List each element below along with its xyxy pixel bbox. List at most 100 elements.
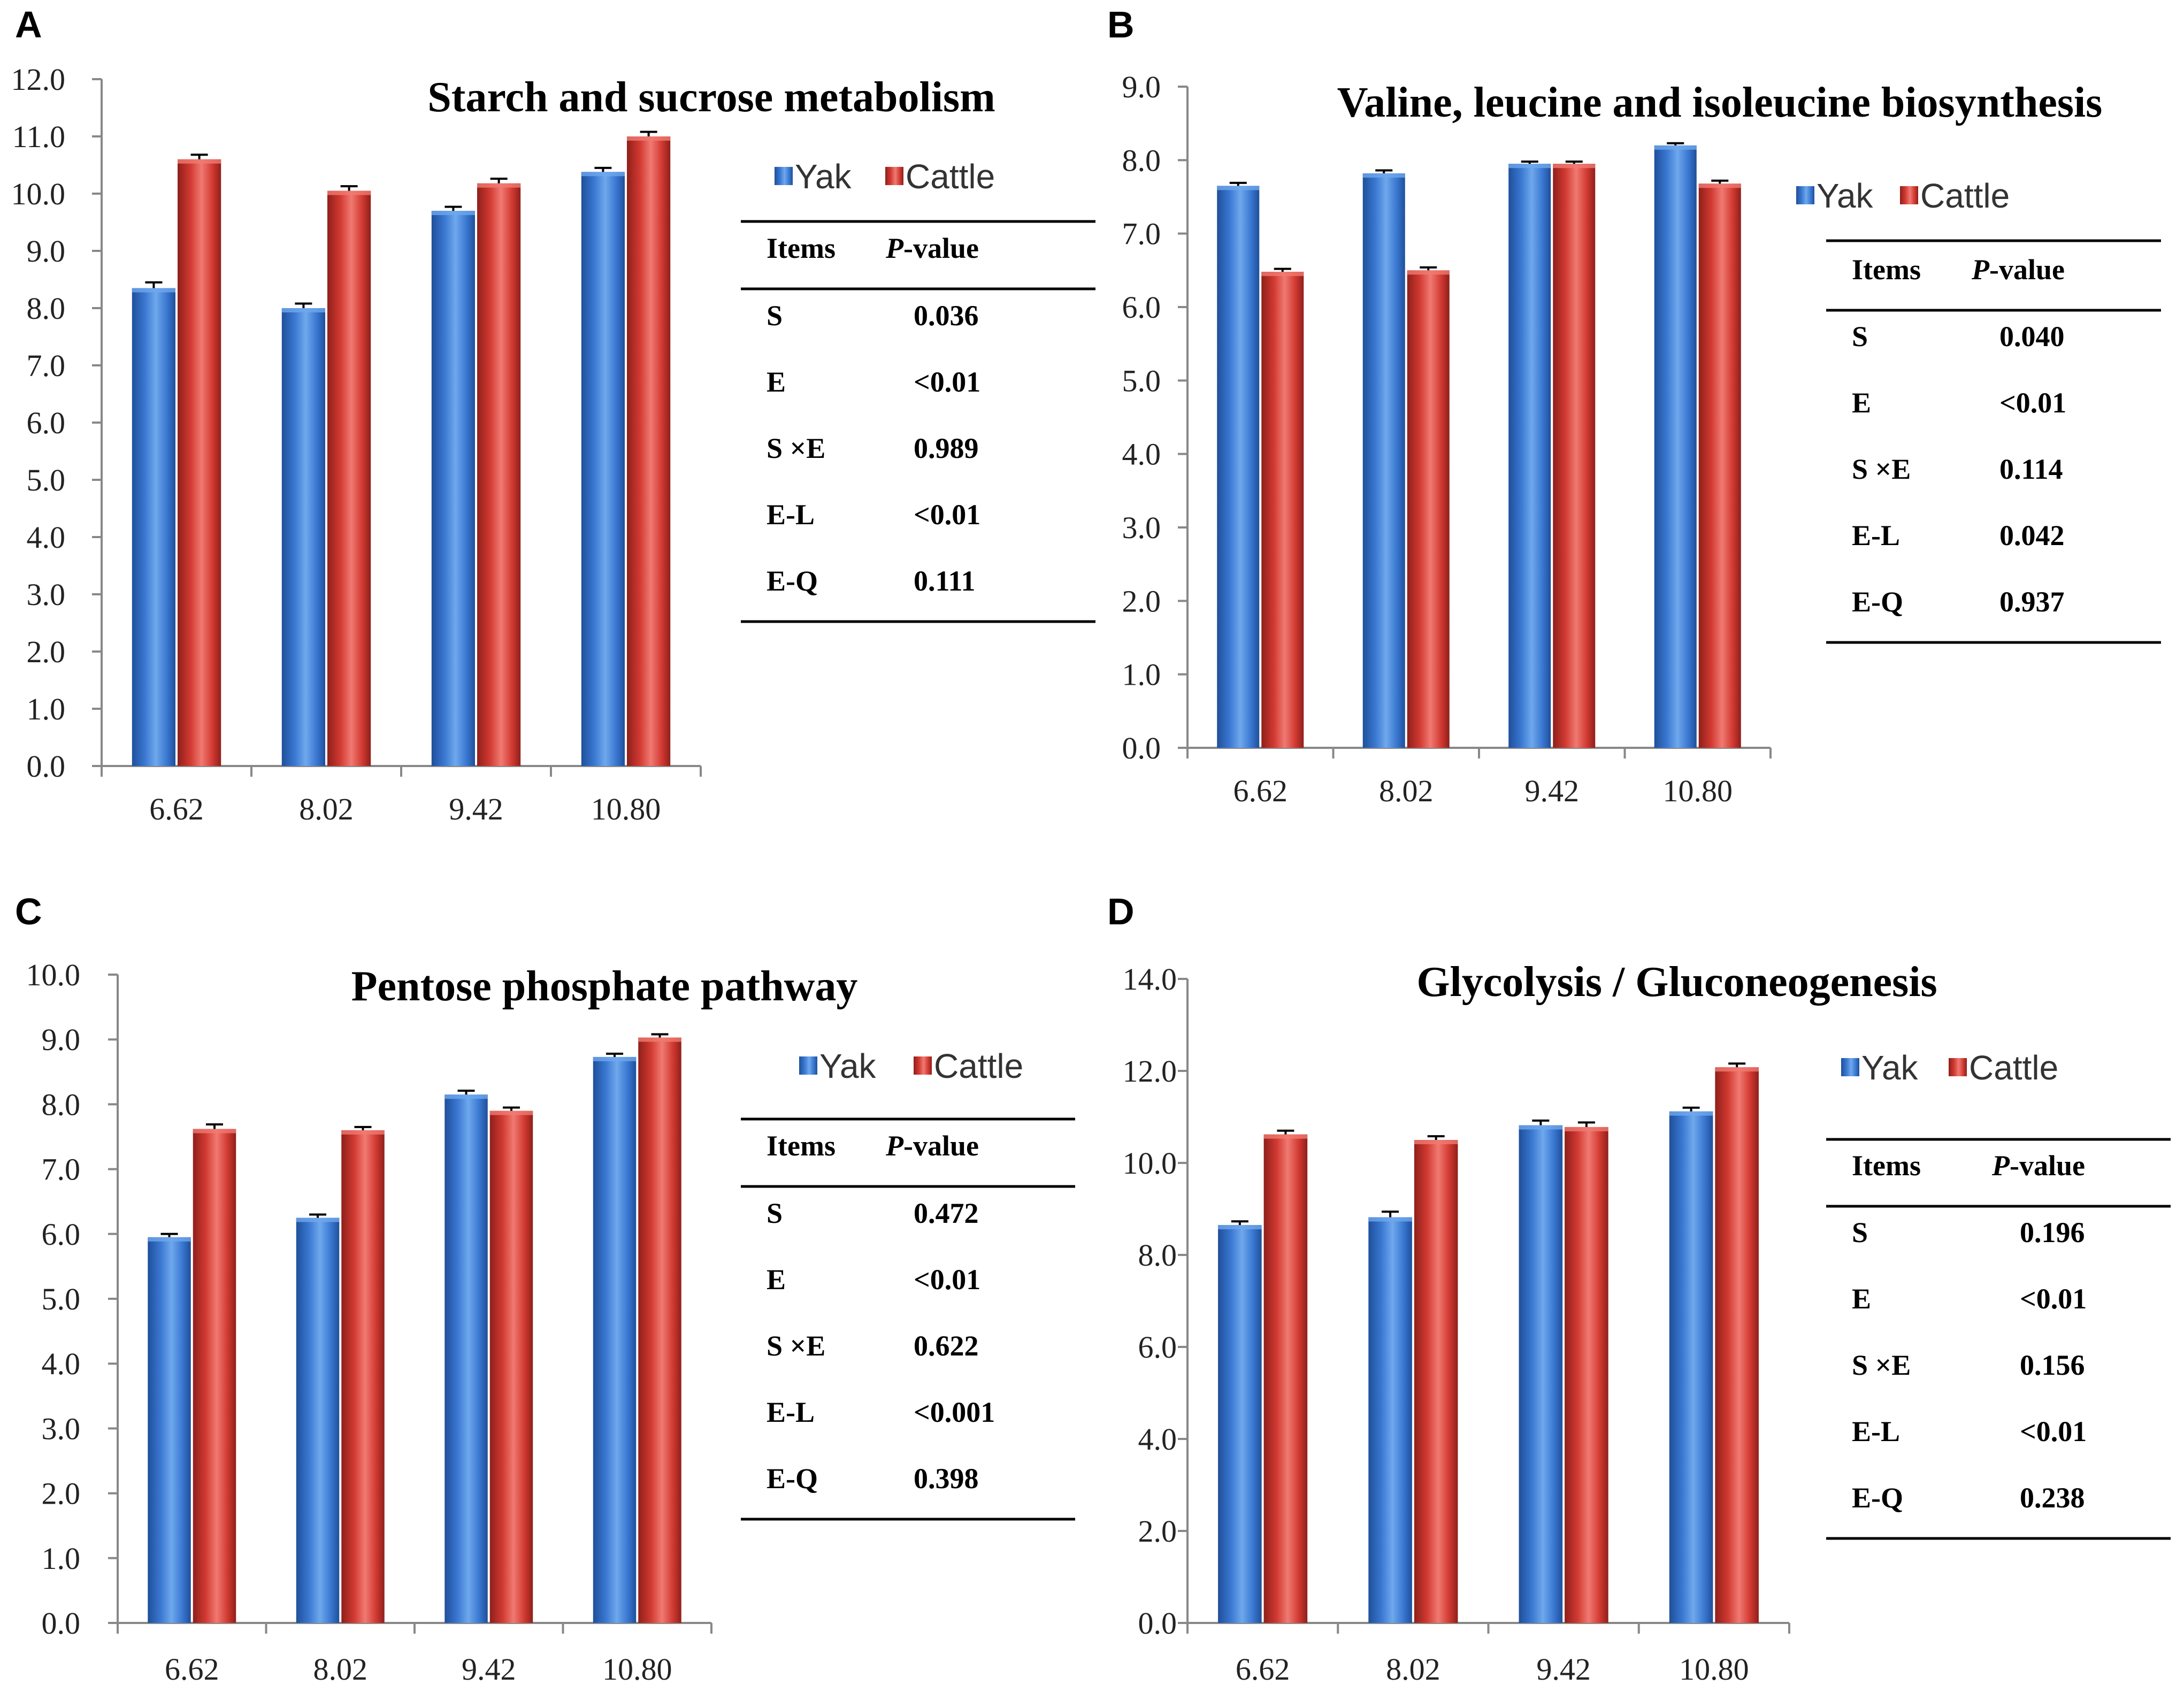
cattle-bar-cap xyxy=(193,1129,236,1133)
yak-bar xyxy=(1362,173,1405,748)
legend-label: Cattle xyxy=(934,1047,1023,1085)
y-tick-label: 4.0 xyxy=(1122,437,1161,472)
y-tick-label: 3.0 xyxy=(1122,510,1161,545)
table-cell-item: E xyxy=(767,1263,786,1296)
chart-panel-d: D 0.0 2.0 4.0 6.0 8.0 10.0 12.0 14.0 6.62 8.02 9.42… xyxy=(1107,891,2171,1685)
x-tick-label: 6.62 xyxy=(165,1652,219,1685)
yak-bar xyxy=(296,1217,340,1623)
x-tick-label: 6.62 xyxy=(1233,773,1288,808)
table-header-value: -value xyxy=(903,232,979,264)
cattle-bar xyxy=(1715,1067,1759,1623)
yak-legend-swatch xyxy=(1841,1058,1859,1076)
cattle-legend-swatch xyxy=(914,1056,932,1075)
legend-label: Cattle xyxy=(906,157,995,196)
cattle-bar-cap xyxy=(489,1110,533,1115)
yak-bar xyxy=(445,1094,488,1623)
y-tick-label: 1.0 xyxy=(42,1541,81,1576)
x-tick-label: 9.42 xyxy=(1536,1652,1591,1685)
cattle-bar-cap xyxy=(627,136,671,141)
cattle-bar xyxy=(489,1110,533,1623)
yak-bar xyxy=(1654,145,1697,748)
y-tick-label: 6.0 xyxy=(1122,290,1161,325)
cattle-bar-cap xyxy=(1263,1134,1308,1139)
y-tick-label: 5.0 xyxy=(42,1282,81,1316)
y-tick-label: 2.0 xyxy=(1122,584,1161,618)
chart-panel-b: B 0.0 1.0 2.0 3.0 4.0 5.0 6.0 7.0 8.0 9.0 6.62 8.02 9… xyxy=(1107,4,2161,808)
yak-legend-swatch xyxy=(775,167,793,185)
table-cell-pvalue: <0.01 xyxy=(1999,387,2066,419)
chart-panel-a: A 0.0 1.0 2.0 3.0 4.0 5.0 6.0 7.0 8.0 9.0 10.0 11.0 1… xyxy=(11,4,1095,826)
x-tick-label: 10.80 xyxy=(1663,773,1733,808)
y-tick-label: 11.0 xyxy=(12,119,65,154)
y-tick-label: 10.0 xyxy=(1123,1146,1177,1181)
table-cell-item: E xyxy=(1852,1283,1871,1315)
table-cell-pvalue: <0.01 xyxy=(914,366,980,398)
table-cell-pvalue: <0.01 xyxy=(2020,1415,2087,1447)
y-tick-label: 12.0 xyxy=(1123,1054,1177,1089)
panel-label: C xyxy=(15,891,42,932)
y-tick-label: 0.0 xyxy=(42,1606,81,1641)
chart-title: Starch and sucrose metabolism xyxy=(427,74,995,121)
panel-label: B xyxy=(1107,4,1135,45)
table-cell-pvalue: 0.114 xyxy=(1999,453,2063,485)
table-header-items: Items xyxy=(1852,1150,1921,1182)
cattle-bar xyxy=(477,183,521,766)
y-tick-label: 10.0 xyxy=(11,177,66,211)
yak-bar xyxy=(1368,1217,1412,1623)
yak-bar xyxy=(148,1237,191,1623)
yak-bar-cap xyxy=(1669,1111,1713,1116)
y-tick-label: 6.0 xyxy=(1138,1330,1177,1365)
x-tick-label: 10.80 xyxy=(602,1652,672,1685)
table-cell-item: E-Q xyxy=(767,1462,818,1495)
legend-label: Yak xyxy=(819,1047,877,1085)
table-cell-item: S ×E xyxy=(1852,1349,1911,1381)
table-cell-item: S xyxy=(1852,1216,1868,1249)
y-tick-label: 4.0 xyxy=(42,1346,81,1381)
table-cell-item: E-L xyxy=(1852,519,1900,552)
table-header-items: Items xyxy=(767,232,836,264)
chart-title: Glycolysis / Gluconeogenesis xyxy=(1416,959,1937,1006)
table-cell-item: S ×E xyxy=(767,432,825,464)
table-header-pvalue: P-value xyxy=(1971,254,2065,286)
y-tick-label: 7.0 xyxy=(27,348,66,383)
table-cell-pvalue: 0.040 xyxy=(1999,320,2065,353)
yak-bar xyxy=(431,211,475,767)
legend-label: Cattle xyxy=(1920,177,2010,215)
y-tick-label: 6.0 xyxy=(27,405,66,440)
y-tick-label: 9.0 xyxy=(42,1022,81,1057)
cattle-bar xyxy=(1414,1140,1458,1623)
table-cell-item: S ×E xyxy=(1852,453,1911,485)
table-cell-pvalue: 0.042 xyxy=(1999,519,2065,552)
y-tick-label: 4.0 xyxy=(1138,1422,1177,1457)
table-cell-pvalue: 0.398 xyxy=(914,1462,979,1495)
yak-bar xyxy=(1218,1225,1262,1623)
yak-bar-cap xyxy=(148,1237,191,1242)
x-tick-label: 10.80 xyxy=(591,792,661,826)
cattle-bar xyxy=(327,190,371,766)
cattle-bar-cap xyxy=(1414,1140,1458,1144)
table-header-value: -value xyxy=(2010,1150,2085,1182)
table-header-value: -value xyxy=(1989,254,2065,286)
cattle-bar xyxy=(1261,272,1304,748)
yak-bar-cap xyxy=(1362,173,1405,178)
legend-label: Yak xyxy=(1817,177,1874,215)
yak-bar-cap xyxy=(281,308,325,312)
table-cell-pvalue: <0.01 xyxy=(914,499,980,531)
y-tick-label: 2.0 xyxy=(1138,1514,1177,1549)
table-cell-pvalue: 0.937 xyxy=(1999,586,2065,618)
cattle-bar-cap xyxy=(1407,270,1450,275)
yak-bar-cap xyxy=(1217,186,1260,190)
yak-bar-cap xyxy=(1654,145,1697,150)
table-cell-pvalue: 0.156 xyxy=(2020,1349,2085,1381)
cattle-bar-cap xyxy=(477,183,521,188)
chart-panel-c: C 0.0 1.0 2.0 3.0 4.0 5.0 6.0 7.0 8.0 9.0 10.0 6.62 8… xyxy=(15,891,1075,1685)
cattle-bar xyxy=(1565,1127,1608,1623)
y-tick-label: 1.0 xyxy=(27,692,66,726)
table-cell-item: E-Q xyxy=(1852,1482,1903,1514)
y-tick-label: 9.0 xyxy=(27,234,66,269)
legend-label: Cattle xyxy=(1969,1048,2058,1087)
cattle-bar xyxy=(178,159,221,766)
yak-bar-cap xyxy=(431,211,475,216)
yak-bar xyxy=(281,308,325,766)
